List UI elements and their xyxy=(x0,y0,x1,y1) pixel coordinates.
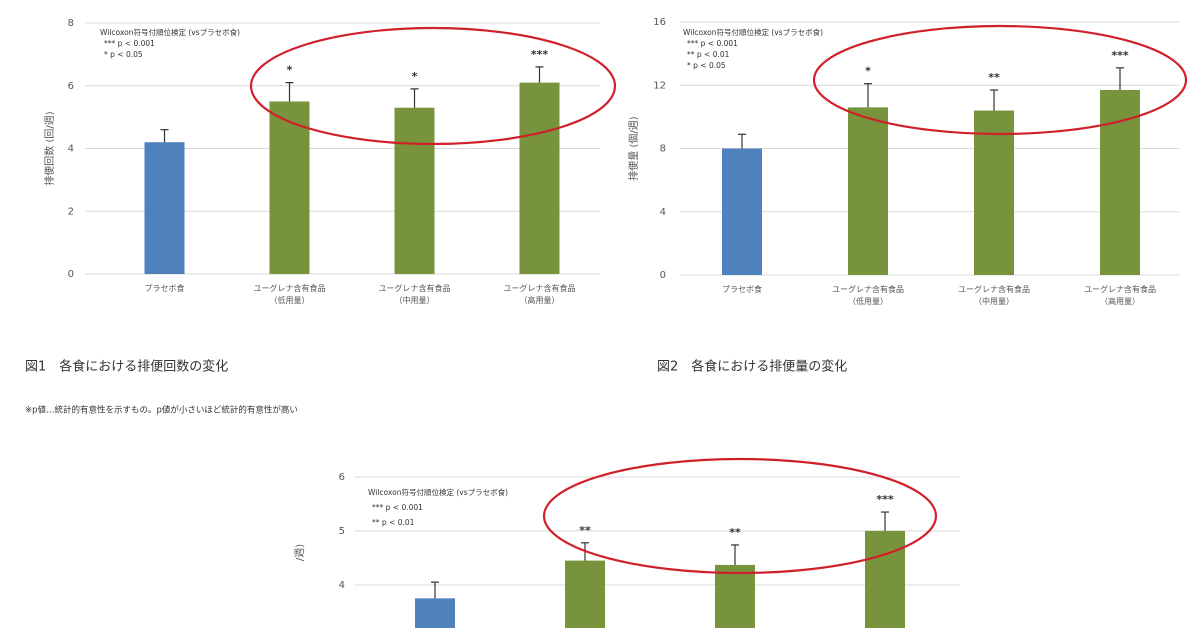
x-tick-label-line: ユーグレナ含有食品 xyxy=(504,283,576,293)
x-tick-label-line: （低用量） xyxy=(270,295,310,305)
error-bar xyxy=(285,82,294,102)
figure-caption: 図2 各食における排便量の変化 xyxy=(657,359,847,375)
error-bar xyxy=(410,88,419,108)
test-note: * p < 0.05 xyxy=(687,61,726,70)
bar xyxy=(722,148,762,275)
significance-label: * xyxy=(412,70,418,83)
test-note: ** p < 0.01 xyxy=(687,50,730,59)
x-tick-label-line: （中用量） xyxy=(974,296,1014,306)
error-bar xyxy=(535,66,544,83)
footnote: ※p値…統計的有意性を示すもの。p値が小さいほど統計的有意性が高い xyxy=(25,405,298,416)
y-axis-label: 排便回数 (回/週) xyxy=(43,111,56,185)
x-tick-label-line: プラセボ食 xyxy=(145,283,185,293)
x-tick-label-line: （高用量） xyxy=(1100,296,1140,306)
test-note: Wilcoxon符号付順位検定 (vsプラセボ食) xyxy=(683,27,823,37)
significance-label: *** xyxy=(531,48,549,61)
bar xyxy=(394,107,435,275)
x-tick-label: ユーグレナ含有食品 （高用量） xyxy=(1084,284,1156,306)
bar xyxy=(415,598,455,628)
y-tick-label: 2 xyxy=(68,206,74,217)
error-bar xyxy=(1116,67,1124,90)
bar xyxy=(865,530,905,628)
significance-label: *** xyxy=(876,493,894,506)
x-tick-label-line: ユーグレナ含有食品 xyxy=(958,284,1030,294)
bar xyxy=(974,110,1014,275)
y-tick-label: 6 xyxy=(339,472,345,483)
significance-label: ** xyxy=(579,524,591,537)
error-bar xyxy=(738,133,746,149)
y-tick-label: 12 xyxy=(653,80,666,91)
bar xyxy=(144,142,185,274)
significance-label: * xyxy=(865,65,871,78)
test-note: * p < 0.05 xyxy=(104,50,143,59)
test-note: Wilcoxon符号付順位検定 (vsプラセボ食) xyxy=(100,27,240,37)
y-tick-label: 16 xyxy=(653,17,666,28)
bar xyxy=(848,107,888,275)
significance-label: *** xyxy=(1111,49,1129,62)
test-note: *** p < 0.001 xyxy=(104,39,155,48)
x-tick-label-line: （高用量） xyxy=(520,295,560,305)
y-tick-label: 5 xyxy=(339,526,345,537)
y-tick-label: 0 xyxy=(68,269,74,280)
x-tick-label-line: ユーグレナ含有食品 xyxy=(254,283,326,293)
bar xyxy=(565,560,605,628)
x-tick-label-line: ユーグレナ含有食品 xyxy=(379,283,451,293)
x-tick-label-line: ユーグレナ含有食品 xyxy=(1084,284,1156,294)
x-tick-label: ユーグレナ含有食品 （低用量） xyxy=(254,283,326,305)
y-axis-label: 排便量 (個/週) xyxy=(627,116,640,180)
error-bar xyxy=(431,581,439,599)
y-tick-label: 4 xyxy=(68,144,74,155)
bar xyxy=(519,82,560,274)
error-bar xyxy=(160,129,169,143)
y-tick-label: 8 xyxy=(660,144,666,155)
x-tick-label: プラセボ食 xyxy=(145,283,185,293)
figure-caption: 図1 各食における排便回数の変化 xyxy=(25,359,228,375)
x-tick-label: ユーグレナ含有食品 （中用量） xyxy=(958,284,1030,306)
test-note: ** p < 0.01 xyxy=(372,518,415,527)
x-tick-label: ユーグレナ含有食品 （低用量） xyxy=(832,284,904,306)
significance-label: ** xyxy=(729,526,741,539)
test-note: *** p < 0.001 xyxy=(372,503,423,512)
y-tick-label: 6 xyxy=(68,81,74,92)
error-bar xyxy=(731,544,739,565)
x-tick-label: ユーグレナ含有食品 （中用量） xyxy=(379,283,451,305)
highlight-ellipse xyxy=(812,24,1188,136)
error-bar xyxy=(864,83,872,108)
charts: 0 2 4 6 8 排便回数 (回/週) Wilcoxon符号付順位検定 (vsプラセボ食)… xyxy=(25,17,1180,628)
x-tick-label-line: ユーグレナ含有食品 xyxy=(832,284,904,294)
highlight-ellipse xyxy=(249,26,617,146)
y-tick-label: 4 xyxy=(660,207,666,218)
x-tick-label-line: プラセボ食 xyxy=(722,284,762,294)
error-bar xyxy=(990,89,998,111)
test-note: *** p < 0.001 xyxy=(687,39,738,48)
x-tick-label: プラセボ食 xyxy=(722,284,762,294)
y-tick-label: 4 xyxy=(339,580,345,591)
y-axis-label: /週) xyxy=(294,544,306,561)
x-tick-label-line: （低用量） xyxy=(848,296,888,306)
bar xyxy=(269,101,310,274)
error-bar xyxy=(881,511,889,531)
y-tick-label: 8 xyxy=(68,18,74,29)
x-tick-label: ユーグレナ含有食品 （高用量） xyxy=(504,283,576,305)
highlight-ellipse xyxy=(542,457,938,575)
significance-label: * xyxy=(287,64,293,77)
test-note: Wilcoxon符号付順位検定 (vsプラセボ食) xyxy=(368,487,508,497)
x-tick-label-line: （中用量） xyxy=(395,295,435,305)
bar xyxy=(715,564,755,628)
y-tick-label: 0 xyxy=(660,270,666,281)
significance-label: ** xyxy=(988,71,1000,84)
